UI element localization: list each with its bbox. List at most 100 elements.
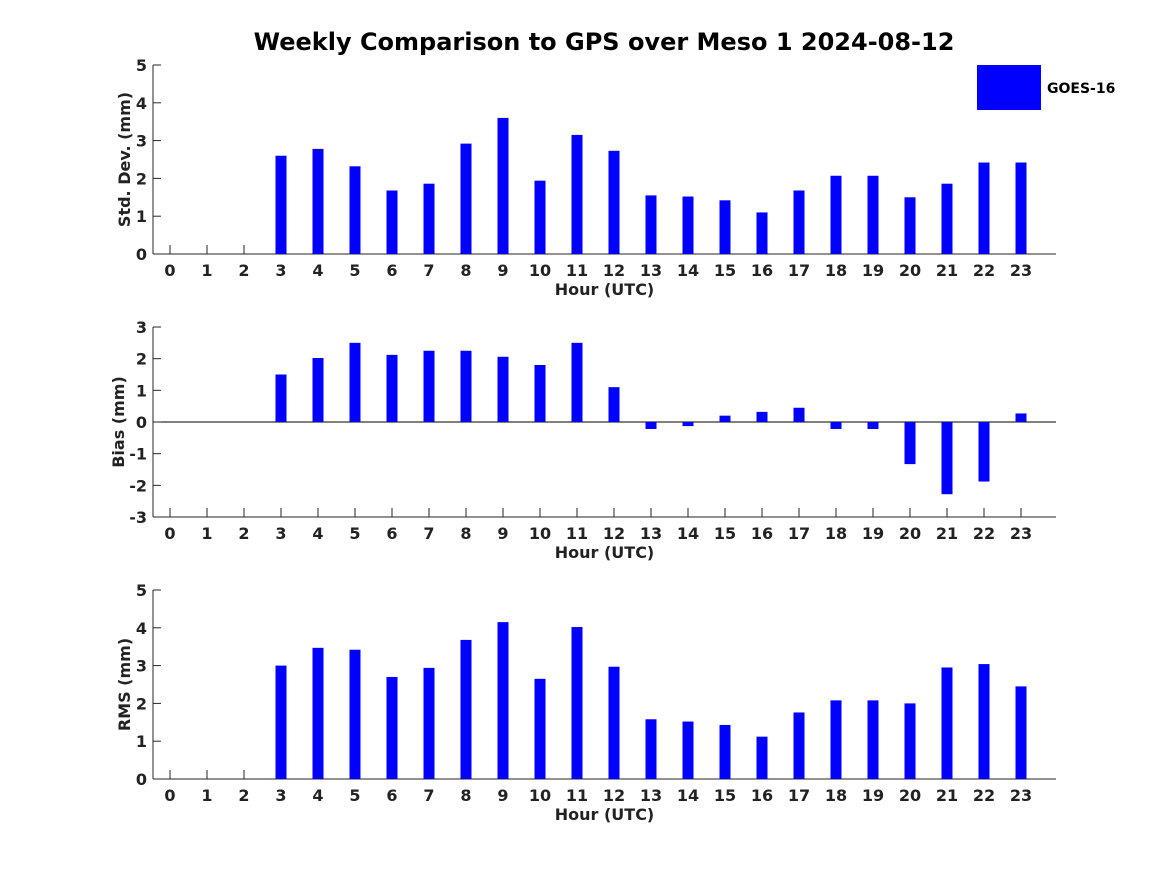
x-tick-label: 0 — [164, 261, 175, 280]
bar-hour-8 — [460, 639, 472, 779]
x-tick-label: 18 — [825, 786, 847, 805]
bar-hour-16 — [756, 411, 768, 422]
bar-hour-16 — [756, 212, 768, 254]
y-tick-label: 0 — [136, 245, 147, 264]
x-tick-label: 9 — [497, 786, 508, 805]
x-tick-label: 4 — [312, 524, 323, 543]
bar-hour-22 — [978, 422, 990, 482]
bar-hour-3 — [275, 374, 287, 422]
bar-hour-7 — [423, 667, 435, 779]
bar-hour-5 — [349, 649, 361, 779]
x-tick-label: 19 — [862, 261, 884, 280]
y-tick-label: 1 — [136, 207, 147, 226]
x-tick-label: 15 — [714, 261, 736, 280]
x-tick-label: 14 — [677, 524, 699, 543]
bar-hour-19 — [867, 422, 879, 429]
bar-hour-6 — [386, 354, 398, 422]
legend-swatch — [977, 65, 1041, 110]
x-tick-label: 4 — [312, 786, 323, 805]
x-tick-label: 22 — [973, 524, 995, 543]
bar-hour-4 — [312, 647, 324, 779]
x-tick-label: 1 — [201, 786, 212, 805]
bar-hour-10 — [534, 678, 546, 779]
y-tick-label: -2 — [129, 476, 147, 495]
x-tick-label: 10 — [529, 524, 551, 543]
legend: GOES-16 — [977, 65, 1115, 110]
y-tick-label: 3 — [136, 657, 147, 676]
y-tick-label: 2 — [136, 350, 147, 369]
x-tick-label: 18 — [825, 524, 847, 543]
x-tick-label: 17 — [788, 524, 810, 543]
bar-hour-18 — [830, 175, 842, 254]
x-tick-label: 22 — [973, 261, 995, 280]
bar-hour-13 — [645, 719, 657, 779]
bar-hour-11 — [571, 134, 583, 254]
bar-hour-20 — [904, 422, 916, 465]
bar-hour-8 — [460, 143, 472, 254]
x-axis-label: Hour (UTC) — [555, 543, 655, 562]
bar-hour-12 — [608, 150, 620, 254]
x-tick-label: 19 — [862, 786, 884, 805]
bar-hour-5 — [349, 342, 361, 422]
x-tick-label: 2 — [238, 786, 249, 805]
bar-hour-14 — [682, 422, 694, 427]
bar-hour-20 — [904, 703, 916, 779]
bar-hour-19 — [867, 700, 879, 779]
x-axis-label: Hour (UTC) — [555, 280, 655, 299]
bar-hour-15 — [719, 415, 731, 422]
y-tick-label: 4 — [136, 94, 147, 113]
y-tick-label: 1 — [136, 381, 147, 400]
x-tick-label: 21 — [936, 524, 958, 543]
y-tick-label: 3 — [136, 132, 147, 151]
y-tick-label: 0 — [136, 770, 147, 789]
x-tick-label: 3 — [275, 524, 286, 543]
bar-hour-8 — [460, 350, 472, 422]
x-tick-label: 19 — [862, 524, 884, 543]
bar-hour-9 — [497, 356, 509, 422]
bar-hour-17 — [793, 407, 805, 422]
bar-hour-10 — [534, 180, 546, 254]
x-tick-label: 12 — [603, 261, 625, 280]
bar-hour-21 — [941, 667, 953, 779]
x-tick-label: 23 — [1010, 524, 1032, 543]
x-tick-label: 22 — [973, 786, 995, 805]
x-tick-label: 2 — [238, 261, 249, 280]
bar-hour-13 — [645, 195, 657, 254]
bar-hour-3 — [275, 665, 287, 779]
x-tick-label: 12 — [603, 786, 625, 805]
x-tick-label: 21 — [936, 786, 958, 805]
legend-label: GOES-16 — [1047, 81, 1115, 97]
y-tick-label: 5 — [136, 56, 147, 75]
x-tick-label: 10 — [529, 261, 551, 280]
bar-hour-17 — [793, 190, 805, 254]
bar-hour-7 — [423, 350, 435, 422]
bar-hour-21 — [941, 183, 953, 254]
x-tick-label: 4 — [312, 261, 323, 280]
x-tick-label: 0 — [164, 786, 175, 805]
bar-hour-17 — [793, 712, 805, 779]
x-tick-label: 20 — [899, 261, 921, 280]
y-tick-label: 0 — [136, 413, 147, 432]
y-tick-label: 1 — [136, 732, 147, 751]
x-tick-label: 14 — [677, 786, 699, 805]
bar-hour-12 — [608, 666, 620, 779]
y-tick-label: 3 — [136, 318, 147, 337]
bar-hour-11 — [571, 627, 583, 779]
bar-hour-15 — [719, 724, 731, 779]
bar-hour-9 — [497, 622, 509, 779]
x-tick-label: 1 — [201, 261, 212, 280]
x-tick-label: 23 — [1010, 261, 1032, 280]
y-tick-label: 5 — [136, 581, 147, 600]
x-tick-label: 21 — [936, 261, 958, 280]
x-tick-label: 17 — [788, 786, 810, 805]
y-tick-label: 2 — [136, 169, 147, 188]
x-tick-label: 13 — [640, 786, 662, 805]
y-tick-label: -1 — [129, 445, 147, 464]
y-tick-label: -3 — [129, 508, 147, 527]
x-tick-label: 0 — [164, 524, 175, 543]
bar-hour-6 — [386, 190, 398, 254]
x-tick-label: 6 — [386, 524, 397, 543]
